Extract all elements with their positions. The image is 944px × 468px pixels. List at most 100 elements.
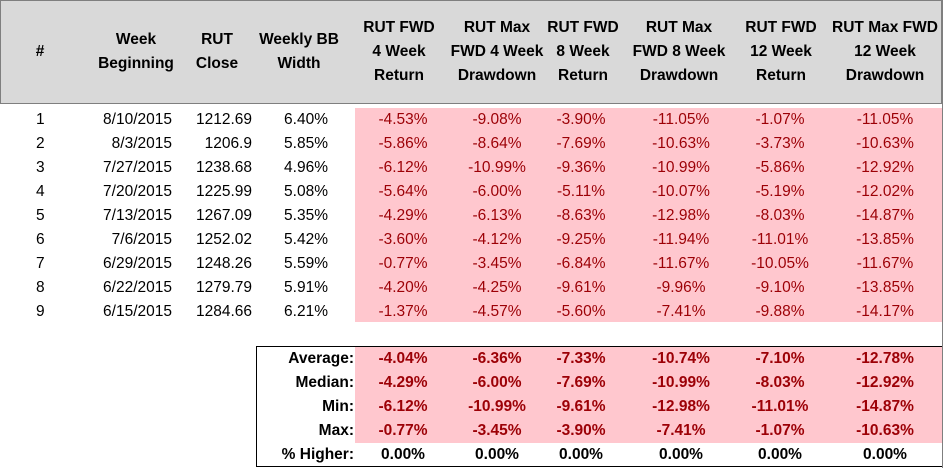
bb-width-cell: 6.40% — [284, 111, 328, 128]
return-cell: -1.37% — [378, 303, 428, 320]
summary-value: -4.29% — [378, 374, 428, 391]
header-cell: RUT Max FWD 4 Week Drawdown — [450, 19, 544, 84]
summary-value: -10.63% — [856, 422, 914, 439]
return-cell: -7.69% — [556, 135, 606, 152]
header-cell: RUT Max FWD 12 Week Drawdown — [832, 19, 938, 84]
table-row: 2 8/3/2015 1206.9 5.85% -5.86% -8.64% -7.69% -1… — [0, 132, 943, 156]
summary-value: -7.41% — [656, 422, 706, 439]
row-number: 5 — [36, 207, 45, 224]
row-number: 1 — [36, 111, 45, 128]
return-cell: -5.64% — [378, 183, 428, 200]
summary-value: -7.10% — [755, 350, 805, 367]
return-cell: -10.99% — [468, 159, 526, 176]
week-beginning-cell: 7/6/2015 — [111, 231, 172, 248]
return-cell: -12.92% — [856, 159, 914, 176]
return-cell: -10.63% — [856, 135, 914, 152]
summary-value: -6.00% — [472, 374, 522, 391]
return-cell: -3.60% — [378, 231, 428, 248]
summary-value: -9.61% — [556, 398, 606, 415]
summary-label: % Higher: — [281, 446, 354, 463]
rut-close-cell: 1267.09 — [195, 207, 252, 224]
return-cell: -3.45% — [472, 255, 522, 272]
week-beginning-cell: 7/13/2015 — [103, 207, 172, 224]
return-cell: -6.00% — [472, 183, 522, 200]
summary-value: -0.77% — [378, 422, 428, 439]
summary-value: -10.74% — [652, 350, 710, 367]
summary-value: -7.69% — [556, 374, 606, 391]
summary-value: -8.03% — [755, 374, 805, 391]
summary-box — [256, 346, 943, 467]
return-cell: -12.98% — [652, 207, 710, 224]
return-cell: -8.63% — [556, 207, 606, 224]
week-beginning-cell: 8/3/2015 — [111, 135, 172, 152]
rut-close-cell: 1248.26 — [195, 255, 252, 272]
week-beginning-cell: 7/27/2015 — [103, 159, 172, 176]
return-cell: -5.86% — [755, 159, 805, 176]
summary-value: 0.00% — [863, 446, 907, 463]
rut-close-cell: 1238.68 — [195, 159, 252, 176]
table-row: 8 6/22/2015 1279.79 5.91% -4.20% -4.25% -9.61%… — [0, 276, 943, 300]
return-cell: -11.67% — [856, 255, 914, 272]
summary-label: Average: — [288, 350, 354, 367]
return-cell: -12.02% — [856, 183, 914, 200]
return-cell: -9.08% — [472, 111, 522, 128]
rut-close-cell: 1225.99 — [195, 183, 252, 200]
summary-value: -12.78% — [856, 350, 914, 367]
summary-value: -3.90% — [556, 422, 606, 439]
summary-value: -1.07% — [755, 422, 805, 439]
return-cell: -7.41% — [656, 303, 706, 320]
return-cell: -6.12% — [378, 159, 428, 176]
row-number: 3 — [36, 159, 45, 176]
summary-value: -4.04% — [378, 350, 428, 367]
return-cell: -5.60% — [556, 303, 606, 320]
table-row: 4 7/20/2015 1225.99 5.08% -5.64% -6.00% -5.11%… — [0, 180, 943, 204]
header-cell: RUT Max FWD 8 Week Drawdown — [632, 19, 726, 84]
return-cell: -1.07% — [755, 111, 805, 128]
return-cell: -9.25% — [556, 231, 606, 248]
return-cell: -4.25% — [472, 279, 522, 296]
table-row: 9 6/15/2015 1284.66 6.21% -1.37% -4.57% -5.60%… — [0, 300, 943, 324]
summary-value: -3.45% — [472, 422, 522, 439]
header-cell: RUT Close — [195, 31, 239, 72]
summary-value: -12.98% — [652, 398, 710, 415]
table-row: 1 8/10/2015 1212.69 6.40% -4.53% -9.08% -3.90%… — [0, 108, 943, 132]
summary-value: 0.00% — [559, 446, 603, 463]
return-cell: -9.96% — [656, 279, 706, 296]
return-cell: -9.61% — [556, 279, 606, 296]
summary-value: 0.00% — [758, 446, 802, 463]
summary-label: Min: — [322, 398, 354, 415]
rut-close-cell: 1279.79 — [195, 279, 252, 296]
return-cell: -4.57% — [472, 303, 522, 320]
return-cell: -6.84% — [556, 255, 606, 272]
row-number: 6 — [36, 231, 45, 248]
row-number: 8 — [36, 279, 45, 296]
week-beginning-cell: 8/10/2015 — [103, 111, 172, 128]
return-cell: -14.87% — [856, 207, 914, 224]
row-number: 9 — [36, 303, 45, 320]
return-cell: -3.90% — [556, 111, 606, 128]
summary-value: -6.12% — [378, 398, 428, 415]
summary-label: Median: — [295, 374, 354, 391]
bb-width-cell: 5.85% — [284, 135, 328, 152]
header-cell: RUT FWD 4 Week Return — [363, 19, 435, 84]
row-number: 7 — [36, 255, 45, 272]
return-cell: -9.88% — [755, 303, 805, 320]
return-cell: -11.05% — [856, 111, 914, 128]
bb-width-cell: 5.35% — [284, 207, 328, 224]
table-header — [0, 0, 942, 104]
table-row: 3 7/27/2015 1238.68 4.96% -6.12% -10.99% -9.36… — [0, 156, 943, 180]
summary-value: -12.92% — [856, 374, 914, 391]
returns-highlight-block — [355, 108, 942, 322]
summary-value: 0.00% — [475, 446, 519, 463]
summary-value: 0.00% — [659, 446, 703, 463]
return-cell: -0.77% — [378, 255, 428, 272]
summary-value: -7.33% — [556, 350, 606, 367]
row-number: 4 — [36, 183, 45, 200]
table-row: 5 7/13/2015 1267.09 5.35% -4.29% -6.13% -8.63%… — [0, 204, 943, 228]
return-cell: -5.19% — [755, 183, 805, 200]
summary-value: -10.99% — [468, 398, 526, 415]
return-cell: -11.01% — [751, 231, 809, 248]
header-cell: # — [35, 43, 45, 60]
summary-value: 0.00% — [381, 446, 425, 463]
